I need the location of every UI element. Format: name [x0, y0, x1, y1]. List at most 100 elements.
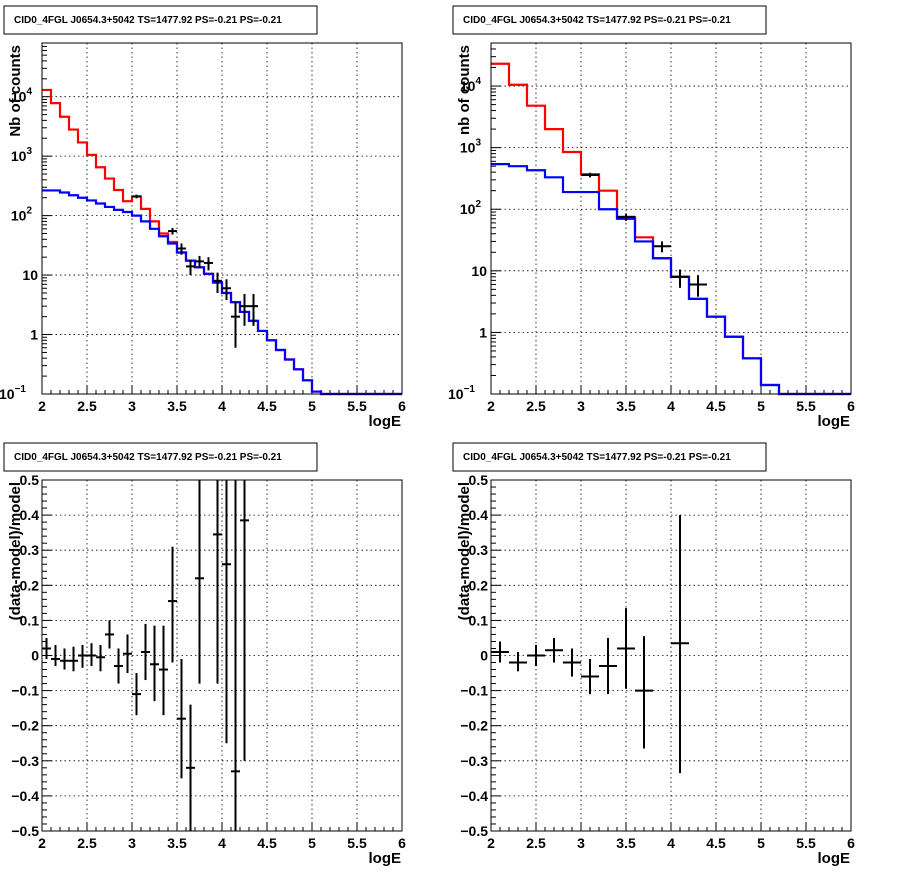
data-point: [689, 275, 707, 297]
data-point: [69, 646, 78, 672]
data-point: [204, 257, 213, 271]
y-tick-base: 10: [460, 78, 476, 94]
x-tick-label: 3.5: [616, 398, 636, 414]
y-tick-label: −0.1: [460, 683, 488, 699]
y-tick-label: −0.3: [11, 753, 39, 769]
y-tick-label: 0.2: [469, 577, 489, 593]
x-tick-label: 5.5: [796, 398, 816, 414]
x-tick-label: 5: [308, 398, 316, 414]
data-point: [195, 480, 204, 684]
data-point: [222, 279, 231, 301]
data-point: [168, 227, 177, 235]
data-point: [195, 255, 204, 269]
y-tick-base: 10: [448, 386, 464, 402]
y-tick-base: 10: [11, 89, 27, 105]
data-point: [51, 644, 60, 667]
data-point: [168, 546, 177, 663]
plot-area: 2 2.5 3 3.5 4 4.5 5 5.5 6 −0.5 −0.4 −0.3 −0.2 −0.1 0 0.…: [7, 472, 406, 867]
y-tick-exponent: 3: [26, 146, 32, 157]
x-tick-label: 5: [308, 835, 316, 851]
data-point: [581, 659, 599, 695]
y-tick-label: 0.5: [20, 472, 40, 488]
x-tick-label: 3: [128, 398, 136, 414]
y-tick-label: 0.4: [20, 507, 40, 523]
plot-frame: [490, 479, 852, 832]
data-point: [527, 644, 545, 667]
data-point: [617, 213, 635, 221]
x-tick-label: 6: [398, 398, 406, 414]
plot-area: 2 2.5 3 3.5 4 4.5 5 5.5 6 −0.5 −0.4 −0.3 −0.2 −0.1 0 0.…: [456, 472, 855, 867]
panel-residuals-left: CID0_4FGL J0654.3+5042 TS=1477.92 PS=-0.…: [3, 442, 406, 867]
y-tick-exponent: −1: [15, 384, 27, 395]
data-point: [491, 641, 509, 663]
y-tick-base: 10: [0, 386, 15, 402]
x-tick-label: 2: [487, 398, 495, 414]
y-tick-base: 10: [460, 140, 476, 156]
data-point: [114, 648, 123, 684]
y-tick-base: 10: [11, 208, 27, 224]
y-tick-exponent: 3: [475, 138, 481, 149]
x-tick-label: 2.5: [77, 398, 97, 414]
data-point: [132, 194, 141, 199]
x-axis-label: logE: [369, 850, 402, 867]
data-point: [96, 644, 105, 672]
data-point: [249, 294, 258, 326]
data-point: [509, 651, 527, 672]
x-axis-label: logE: [369, 413, 402, 430]
data-point: [545, 637, 563, 663]
data-point: [231, 302, 240, 348]
data-point: [213, 480, 222, 684]
y-tick-label: 10−1: [0, 384, 26, 402]
data-point: [231, 480, 240, 831]
y-tick-label: 10: [22, 267, 38, 283]
x-tick-label: 2: [38, 835, 46, 851]
plot-frame: [490, 42, 852, 395]
data-point: [671, 515, 689, 774]
plot-area: 2 2.5 3 3.5 4 4.5 5 5.5 610−1110102103104logENb …: [0, 42, 406, 430]
data-point: [87, 643, 96, 667]
x-tick-label: 3.5: [167, 835, 187, 851]
x-tick-label: 4.5: [706, 835, 726, 851]
data-point: [222, 480, 231, 744]
plot-area: 2 2.5 3 3.5 4 4.5 5 5.5 610−1110102103104logEnb …: [448, 42, 855, 430]
panel-counts-left: CID0_4FGL J0654.3+5042 TS=1477.92 PS=-0.…: [0, 5, 406, 430]
x-tick-label: 5: [757, 398, 765, 414]
y-tick-label: 0.3: [469, 542, 489, 558]
panel-title: CID0_4FGL J0654.3+5042 TS=1477.92 PS=-0.…: [463, 15, 731, 26]
x-tick-label: 3: [577, 398, 585, 414]
data-point: [177, 243, 186, 255]
data-point: [617, 608, 635, 689]
title-box: CID0_4FGL J0654.3+5042 TS=1477.92 PS=-0.…: [3, 5, 318, 35]
x-tick-label: 6: [398, 835, 406, 851]
y-tick-label: 10−1: [448, 384, 475, 402]
y-tick-label: 104: [11, 87, 33, 105]
panel-title: CID0_4FGL J0654.3+5042 TS=1477.92 PS=-0.…: [463, 452, 731, 463]
y-tick-label: −0.5: [460, 823, 488, 839]
x-tick-label: 4: [218, 398, 226, 414]
title-box: CID0_4FGL J0654.3+5042 TS=1477.92 PS=-0.…: [452, 442, 767, 472]
x-tick-label: 4: [667, 398, 675, 414]
y-tick-exponent: 4: [475, 76, 481, 87]
data-point: [132, 673, 141, 716]
x-tick-label: 3: [577, 835, 585, 851]
x-tick-label: 4.5: [257, 398, 277, 414]
x-tick-label: 3.5: [167, 398, 187, 414]
x-tick-label: 5.5: [796, 835, 816, 851]
y-axis-label: Nb of counts: [7, 45, 24, 137]
data-point: [60, 648, 69, 670]
y-tick-label: 102: [460, 199, 482, 217]
x-tick-label: 6: [847, 398, 855, 414]
x-tick-label: 5.5: [347, 398, 367, 414]
data-point: [186, 704, 195, 831]
data-point: [240, 480, 249, 761]
x-tick-label: 6: [847, 835, 855, 851]
y-tick-label: 0.1: [20, 612, 40, 628]
y-tick-label: 102: [11, 206, 33, 224]
y-tick-label: 103: [11, 146, 33, 164]
data-point: [563, 648, 581, 677]
data-point: [150, 625, 159, 702]
data-point: [42, 637, 51, 660]
y-tick-exponent: −1: [464, 384, 476, 395]
y-tick-label: −0.5: [11, 823, 39, 839]
data-point: [159, 625, 168, 716]
